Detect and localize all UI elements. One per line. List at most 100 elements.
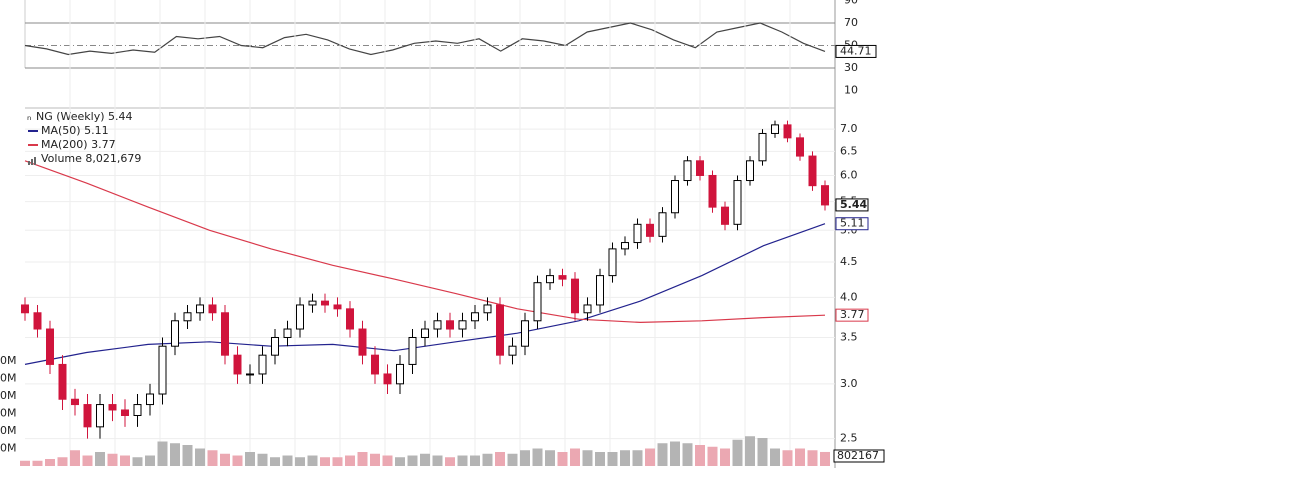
legend-label: Volume 8,021,679 (41, 152, 141, 165)
candle-body (633, 223, 642, 244)
volume-bar (482, 453, 493, 466)
candle-body (808, 155, 817, 187)
candle-body (346, 308, 354, 330)
candle-body (246, 373, 254, 376)
y-tick-label: 7.0 (840, 122, 858, 135)
volume-bar (557, 452, 568, 466)
candle-body (783, 124, 792, 139)
candle-body (446, 320, 454, 330)
candle-body (521, 320, 529, 347)
volume-bar (457, 455, 468, 466)
volume-bar (170, 443, 180, 466)
chart-title: NG (Weekly) 5.44 (36, 110, 133, 123)
volume-bar (82, 455, 93, 466)
volume-bar (770, 448, 780, 466)
volume-bar (545, 450, 555, 466)
volume-bar (220, 453, 230, 466)
candle-body (696, 160, 704, 176)
candle-body (358, 328, 367, 356)
candle-body (621, 242, 629, 250)
volume-bar (157, 441, 168, 466)
volume-tick-label: 0M (0, 424, 17, 437)
candle-body (21, 304, 29, 314)
y-tick-label: 70 (844, 16, 858, 29)
value-callout (833, 449, 885, 463)
volume-bar (645, 448, 655, 466)
candle-body (146, 393, 154, 406)
value-callout-label: 44.71 (840, 44, 872, 57)
candle-body (546, 275, 554, 284)
volume-bar (795, 448, 805, 466)
candle-body (333, 304, 342, 310)
y-tick-label: 30 (844, 61, 858, 74)
value-callout (835, 308, 869, 322)
volume-bar (120, 455, 130, 466)
y-tick-label: 3.5 (840, 330, 858, 343)
volume-bar (732, 439, 743, 466)
candle-body (471, 312, 479, 322)
volume-bar (195, 448, 205, 466)
volume-bar (295, 457, 305, 466)
candle-body (408, 336, 417, 365)
volume-bar (257, 453, 268, 466)
candle-body (183, 312, 192, 322)
legend-label: MA(50) 5.11 (41, 124, 109, 137)
legend-swatch (31, 159, 33, 165)
volume-bar (382, 455, 393, 466)
volume-bar (332, 457, 343, 466)
y-tick-label: 4.0 (840, 290, 858, 303)
volume-bar (682, 443, 693, 466)
volume-bar (695, 445, 705, 466)
candle-body (746, 160, 754, 182)
candle-body (608, 248, 617, 277)
candle-body (208, 304, 217, 314)
volume-bar (495, 452, 505, 466)
volume-bar (420, 453, 430, 466)
value-callout (835, 44, 877, 58)
volume-bar (95, 452, 105, 466)
title-icon: ₙ (27, 110, 31, 123)
candle-body (371, 354, 379, 375)
candle-body (758, 132, 767, 162)
y-tick-label: 6.0 (840, 168, 858, 181)
volume-bar (207, 450, 218, 466)
candle-body (721, 206, 729, 225)
rsi-line (24, 22, 826, 56)
volume-bar (432, 455, 443, 466)
candle-body (533, 282, 542, 322)
y-tick-label: 4.5 (840, 255, 858, 268)
candle-body (558, 275, 567, 280)
value-callout (835, 217, 869, 231)
candle-body (196, 304, 204, 314)
candle-body (121, 409, 129, 416)
volume-bar (520, 450, 530, 466)
volume-bar (620, 450, 630, 466)
moving-average (24, 160, 826, 324)
volume-bar (820, 451, 830, 466)
candle-body (458, 320, 467, 330)
volume-bar (470, 455, 480, 466)
volume-bar (670, 441, 680, 466)
volume-bar (632, 450, 643, 466)
candle-body (708, 174, 717, 208)
value-callout-label: 5.44 (840, 198, 867, 211)
volume-tick-label: 0M (0, 389, 17, 402)
candle-body (771, 124, 779, 134)
y-tick-label: 90 (844, 0, 858, 7)
volume-tick-label: 0M (0, 442, 17, 455)
legend-label: MA(200) 3.77 (41, 138, 116, 151)
candle-body (108, 404, 117, 411)
volume-bar (357, 452, 368, 466)
candle-body (58, 363, 67, 400)
volume-bar (132, 457, 143, 466)
volume-bar (707, 446, 718, 466)
volume-bar (345, 455, 355, 466)
candle-body (483, 304, 492, 314)
candle-body (383, 373, 392, 385)
volume-tick-label: 0M (0, 354, 17, 367)
y-tick-label: 3.0 (840, 377, 858, 390)
candle-body (571, 278, 579, 314)
candle-body (821, 185, 829, 206)
volume-bar (70, 450, 80, 466)
